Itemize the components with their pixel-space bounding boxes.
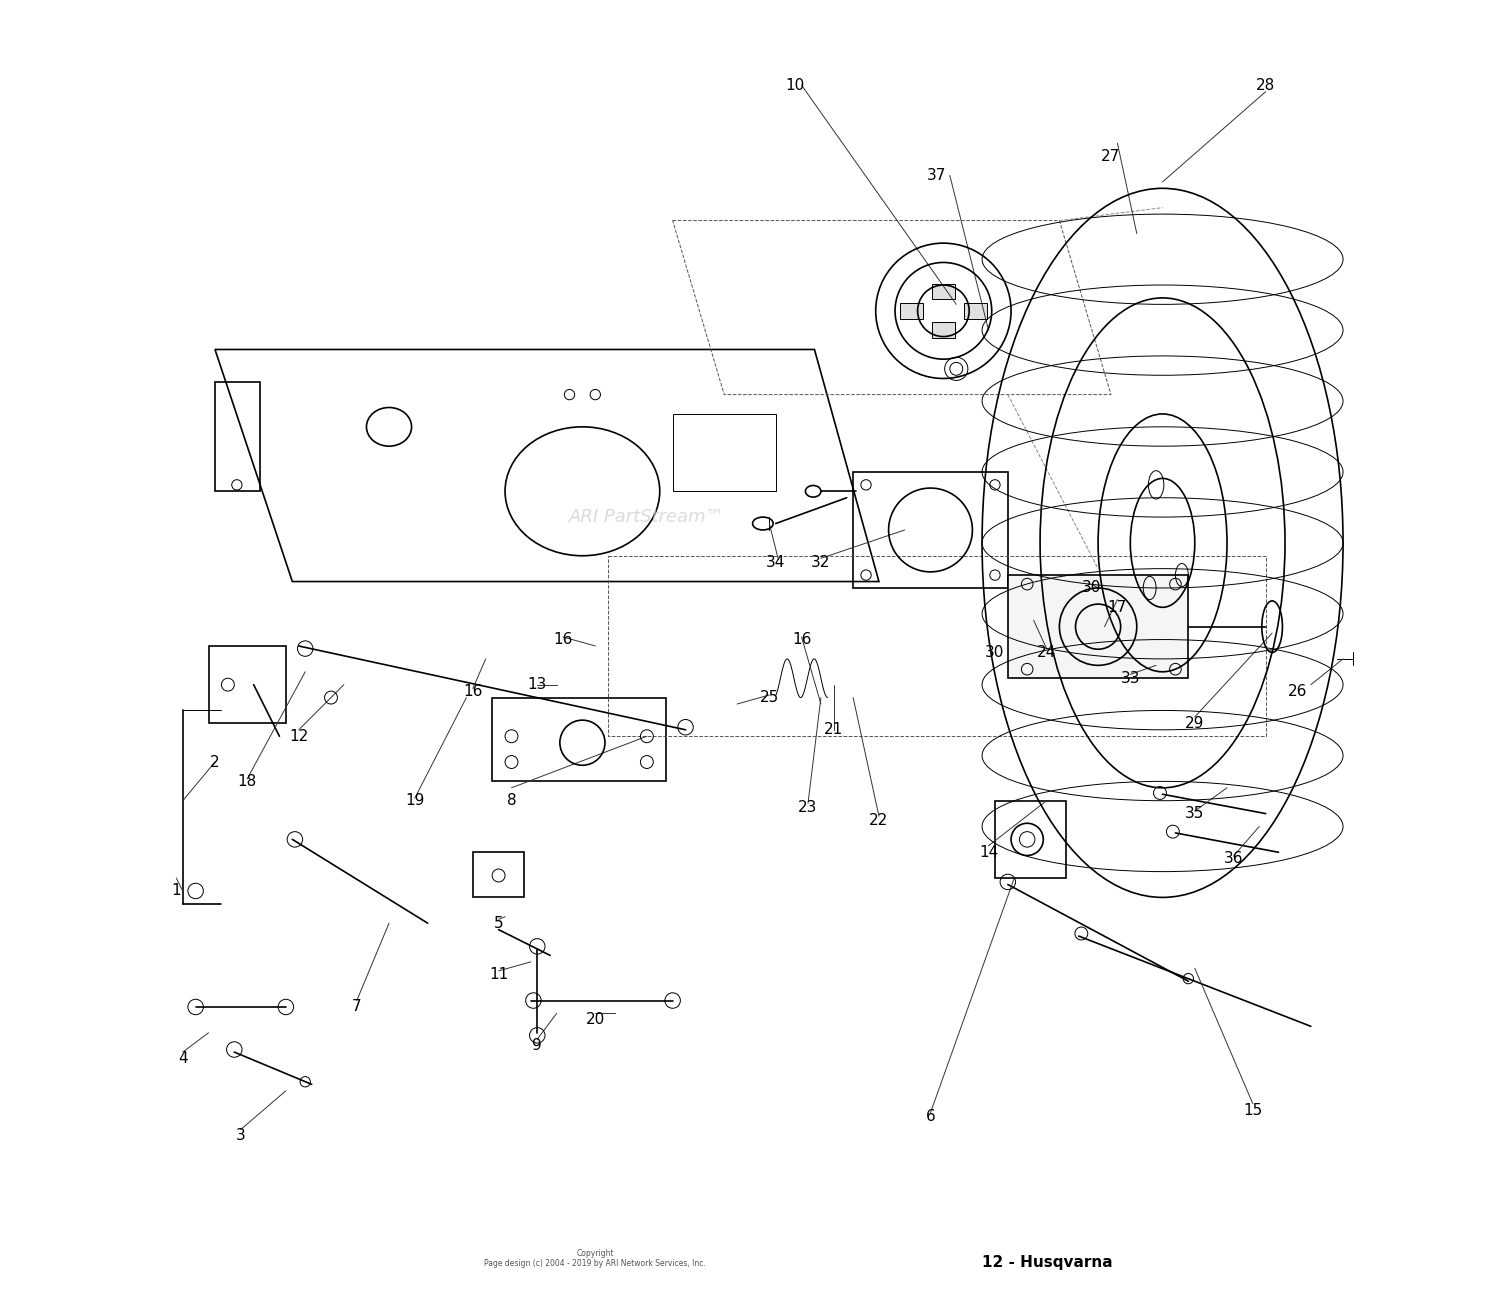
Text: 16: 16 — [464, 683, 483, 699]
Text: 37: 37 — [927, 168, 946, 183]
Text: 36: 36 — [1224, 851, 1244, 866]
Text: Copyright
Page design (c) 2004 - 2019 by ARI Network Services, Inc.: Copyright Page design (c) 2004 - 2019 by… — [484, 1248, 706, 1267]
Text: 16: 16 — [792, 632, 812, 647]
Text: 32: 32 — [812, 554, 831, 570]
Text: 19: 19 — [405, 793, 424, 809]
Bar — [672, 413, 776, 491]
Text: 30: 30 — [986, 645, 1005, 660]
Text: 11: 11 — [489, 968, 508, 982]
Text: 28: 28 — [1256, 78, 1275, 93]
Polygon shape — [1008, 575, 1188, 678]
Text: 21: 21 — [824, 722, 843, 738]
Text: 2: 2 — [210, 755, 220, 770]
Text: 4: 4 — [178, 1052, 188, 1066]
Text: 3: 3 — [236, 1128, 246, 1143]
Text: 9: 9 — [532, 1039, 542, 1053]
Text: 23: 23 — [798, 800, 818, 815]
Text: 8: 8 — [507, 793, 516, 809]
Text: 7: 7 — [352, 1000, 362, 1014]
Text: 18: 18 — [237, 774, 256, 789]
Text: 33: 33 — [1120, 671, 1140, 686]
Text: 29: 29 — [1185, 716, 1204, 731]
Text: 1: 1 — [171, 884, 182, 898]
Text: 6: 6 — [926, 1109, 936, 1124]
Text: 12 - Husqvarna: 12 - Husqvarna — [982, 1255, 1113, 1270]
Text: 35: 35 — [1185, 806, 1204, 822]
Text: 5: 5 — [494, 916, 504, 930]
Text: 12: 12 — [290, 729, 309, 744]
Bar — [932, 284, 956, 300]
Text: 10: 10 — [786, 78, 804, 93]
Text: 14: 14 — [980, 845, 998, 859]
Bar — [472, 853, 525, 898]
Polygon shape — [214, 349, 879, 581]
Text: 34: 34 — [766, 554, 786, 570]
Text: 13: 13 — [528, 677, 548, 693]
Text: 27: 27 — [1101, 149, 1120, 164]
Bar — [964, 304, 987, 319]
Bar — [214, 381, 260, 491]
Text: 15: 15 — [1244, 1102, 1263, 1118]
Text: 30: 30 — [1082, 580, 1101, 596]
Text: 25: 25 — [759, 690, 778, 705]
Text: 17: 17 — [1108, 599, 1126, 615]
Text: 22: 22 — [870, 813, 888, 828]
Text: ARI PartStream™: ARI PartStream™ — [568, 508, 724, 526]
Text: 20: 20 — [585, 1013, 604, 1027]
Text: 16: 16 — [554, 632, 573, 647]
Text: 24: 24 — [1036, 645, 1056, 660]
Bar — [900, 304, 922, 319]
Text: 26: 26 — [1288, 683, 1308, 699]
Bar — [932, 323, 956, 339]
